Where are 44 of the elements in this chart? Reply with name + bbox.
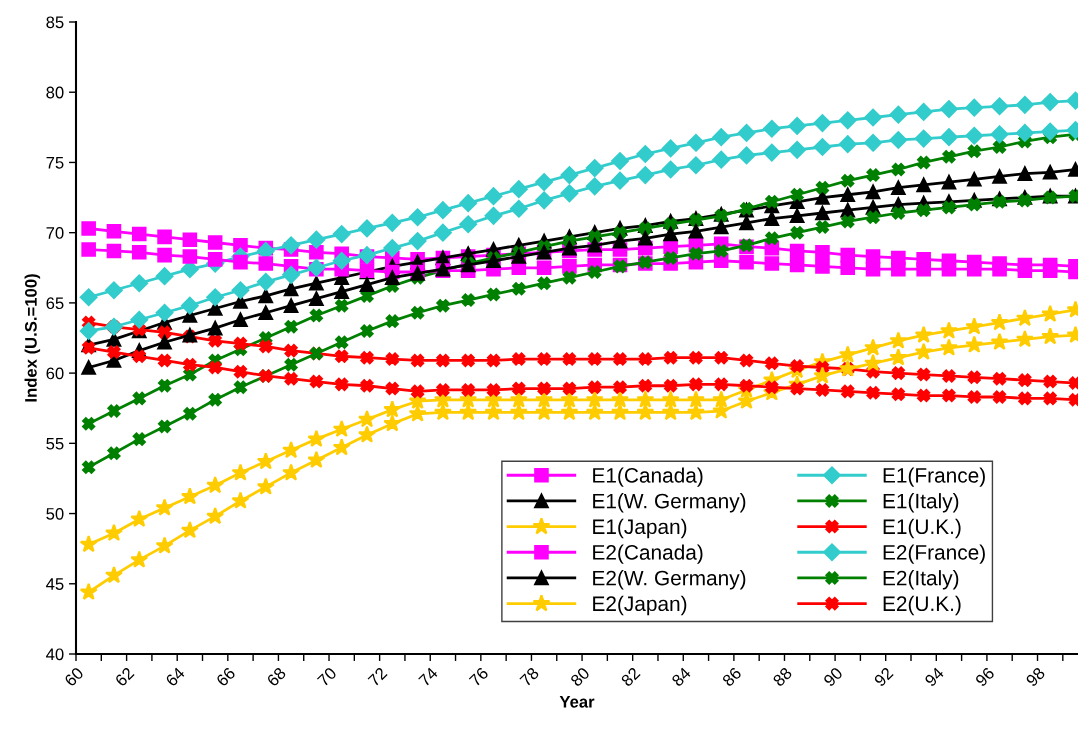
x-tick-label: 70 bbox=[316, 666, 338, 687]
x-tick-label: 94 bbox=[924, 666, 945, 688]
legend-label: E1(Canada) bbox=[593, 467, 703, 487]
legend-label: E2(Japan) bbox=[593, 595, 687, 616]
y-tick-label: 40 bbox=[46, 648, 64, 661]
legend-label: E1(U.K.) bbox=[883, 518, 961, 539]
legend-label: E1(Japan) bbox=[593, 518, 687, 539]
x-tick-label: 98 bbox=[1025, 666, 1046, 688]
legend-label: E2(W. Germany) bbox=[593, 570, 746, 590]
y-tick-label: 85 bbox=[46, 16, 64, 29]
legend-label: E2(France) bbox=[883, 544, 985, 564]
x-tick-label: 84 bbox=[670, 666, 692, 688]
y-tick-label: 70 bbox=[46, 227, 64, 239]
x-tick-label: 60 bbox=[63, 666, 85, 687]
y-axis-title: Index (U.S.=100) bbox=[24, 274, 41, 402]
legend-label: E2(Italy) bbox=[883, 570, 959, 590]
x-tick-label: 80 bbox=[569, 666, 591, 688]
x-tick-label: 78 bbox=[519, 666, 540, 687]
legend-label: E1(Italy) bbox=[883, 493, 959, 513]
x-tick-label: 74 bbox=[418, 666, 439, 687]
x-tick-label: 72 bbox=[367, 666, 388, 687]
x-axis-title: Year bbox=[559, 696, 595, 708]
y-tick-label: 75 bbox=[46, 157, 64, 169]
x-tick-label: 68 bbox=[266, 666, 287, 687]
y-tick-label: 55 bbox=[46, 437, 64, 450]
y-tick-label: 50 bbox=[46, 507, 64, 520]
x-tick-label: 90 bbox=[822, 666, 844, 688]
legend-label: E1(W. Germany) bbox=[593, 493, 746, 513]
y-tick-label: 65 bbox=[46, 297, 64, 310]
legend-label: E1(France) bbox=[883, 467, 985, 487]
x-tick-label: 88 bbox=[772, 666, 793, 688]
x-tick-label: 66 bbox=[215, 666, 236, 687]
legend-label: E2(U.K.) bbox=[883, 595, 961, 616]
y-tick-label: 80 bbox=[46, 86, 64, 99]
x-tick-label: 64 bbox=[165, 666, 186, 687]
x-tick-label: 96 bbox=[974, 666, 996, 688]
legend-label: E2(Canada) bbox=[593, 544, 703, 564]
x-tick-label: 86 bbox=[721, 666, 743, 688]
y-tick-label: 60 bbox=[46, 367, 64, 380]
x-tick-label: 82 bbox=[620, 666, 641, 688]
x-tick-label: 62 bbox=[114, 666, 135, 687]
y-tick-label: 45 bbox=[46, 578, 64, 590]
x-tick-label: 76 bbox=[468, 666, 489, 687]
x-tick-label: 92 bbox=[873, 666, 894, 688]
